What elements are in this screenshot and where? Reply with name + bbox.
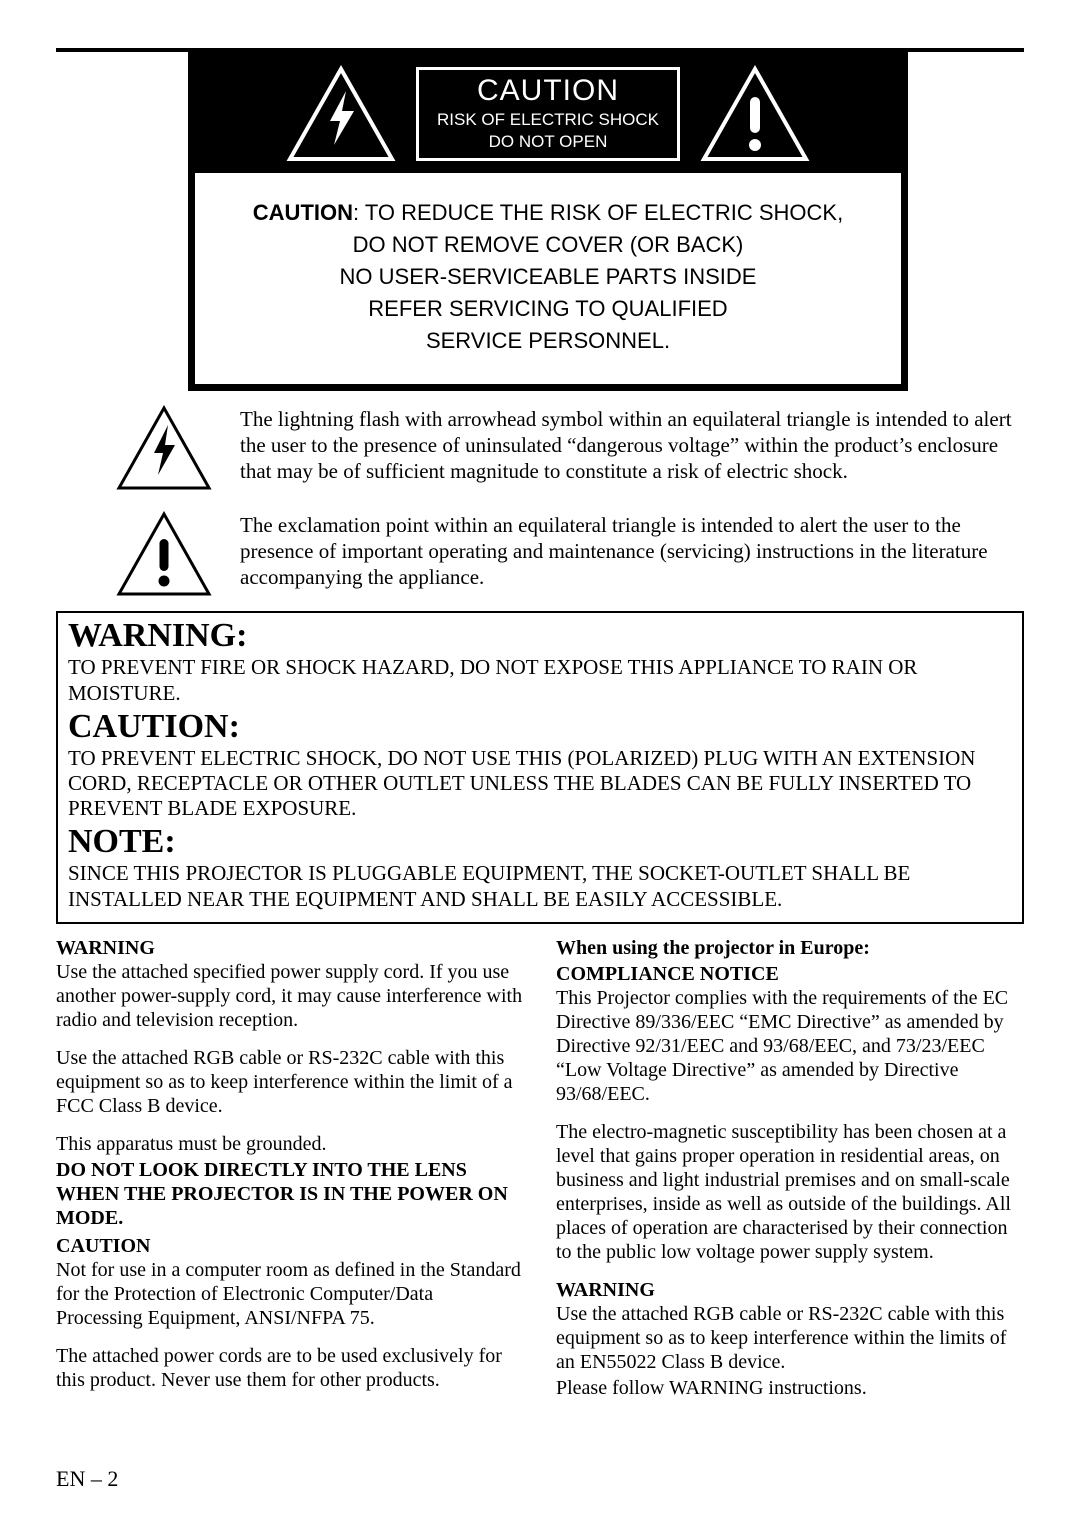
symbol2-text: The exclamation point within an equilate… xyxy=(240,511,1024,590)
caution-box: CAUTION RISK OF ELECTRIC SHOCK DO NOT OP… xyxy=(188,48,908,391)
caution-sub2: DO NOT OPEN xyxy=(437,132,659,152)
right-p3b: Please follow WARNING instructions. xyxy=(556,1376,1024,1400)
shock-triangle-white-icon xyxy=(286,65,396,163)
left-h1: WARNING xyxy=(56,936,524,960)
page-number: EN – 2 xyxy=(56,1466,118,1492)
left-column: WARNING Use the attached specified power… xyxy=(56,934,524,1414)
symbol1-text: The lightning flash with arrowhead symbo… xyxy=(240,405,1024,484)
right-p1: This Projector complies with the require… xyxy=(556,986,1024,1106)
caution-header: CAUTION RISK OF ELECTRIC SHOCK DO NOT OP… xyxy=(195,55,901,173)
exclaim-triangle-icon xyxy=(116,511,212,597)
caution-title: CAUTION xyxy=(437,74,659,108)
warning-heading: WARNING: xyxy=(68,617,1012,655)
caution-l3: NO USER-SERVICEABLE PARTS INSIDE xyxy=(223,261,873,293)
right-column: When using the projector in Europe: COMP… xyxy=(556,934,1024,1414)
exclaim-triangle-white-icon xyxy=(700,65,810,163)
caution-text: TO PREVENT ELECTRIC SHOCK, DO NOT USE TH… xyxy=(68,746,1012,822)
right-p2: The electro-magnetic susceptibility has … xyxy=(556,1120,1024,1264)
caution-l1: : TO REDUCE THE RISK OF ELECTRIC SHOCK, xyxy=(353,200,843,225)
left-h2: DO NOT LOOK DIRECTLY INTO THE LENS WHEN … xyxy=(56,1158,524,1230)
caution-l4: REFER SERVICING TO QUALIFIED xyxy=(223,293,873,325)
left-p2: Use the attached RGB cable or RS-232C ca… xyxy=(56,1046,524,1118)
left-p5: The attached power cords are to be used … xyxy=(56,1344,524,1392)
note-text: SINCE THIS PROJECTOR IS PLUGGABLE EQUIPM… xyxy=(68,861,1012,911)
note-heading: NOTE: xyxy=(68,823,1012,861)
right-p3a: Use the attached RGB cable or RS-232C ca… xyxy=(556,1302,1024,1374)
caution-l5: SERVICE PERSONNEL. xyxy=(223,325,873,357)
left-p3: This apparatus must be grounded. xyxy=(56,1132,524,1156)
right-h2: COMPLIANCE NOTICE xyxy=(556,962,1024,986)
symbol-row-shock: The lightning flash with arrowhead symbo… xyxy=(116,405,1024,491)
shock-triangle-icon xyxy=(116,405,212,491)
warning-text: TO PREVENT FIRE OR SHOCK HAZARD, DO NOT … xyxy=(68,655,1012,705)
left-h3: CAUTION xyxy=(56,1234,524,1258)
columns: WARNING Use the attached specified power… xyxy=(56,934,1024,1414)
caution-heading: CAUTION: xyxy=(68,708,1012,746)
symbol-row-exclaim: The exclamation point within an equilate… xyxy=(116,511,1024,597)
caution-title-box: CAUTION RISK OF ELECTRIC SHOCK DO NOT OP… xyxy=(416,67,680,160)
caution-l2: DO NOT REMOVE COVER (OR BACK) xyxy=(223,229,873,261)
caution-sub1: RISK OF ELECTRIC SHOCK xyxy=(437,110,659,130)
caution-body: CAUTION: TO REDUCE THE RISK OF ELECTRIC … xyxy=(195,173,901,384)
left-p4: Not for use in a computer room as define… xyxy=(56,1258,524,1330)
left-p1: Use the attached specified power supply … xyxy=(56,960,524,1032)
right-h1: When using the projector in Europe: xyxy=(556,936,1024,960)
notice-box: WARNING: TO PREVENT FIRE OR SHOCK HAZARD… xyxy=(56,611,1024,923)
right-h3: WARNING xyxy=(556,1278,1024,1302)
caution-lead: CAUTION xyxy=(253,200,353,225)
